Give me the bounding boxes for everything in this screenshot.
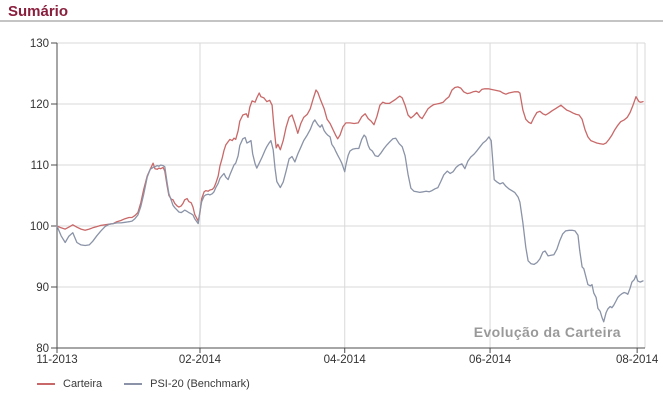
legend-item-psi20: PSI-20 (Benchmark): [124, 378, 250, 390]
chart-annotation: Evolução da Carteira: [473, 324, 621, 340]
legend-label-carteira: Carteira: [63, 378, 103, 390]
carteira-line-swatch: [37, 383, 55, 385]
x-tick-label: 02-2014: [179, 354, 222, 366]
chart-legend: Carteira PSI-20 (Benchmark): [37, 378, 250, 390]
y-tick-label: 90: [36, 282, 49, 294]
x-tick-label: 04-2014: [324, 354, 367, 366]
y-tick-label: 100: [30, 221, 49, 233]
psi20-line-swatch: [124, 383, 143, 385]
legend-label-psi20: PSI-20 (Benchmark): [150, 378, 250, 390]
title-divider: [0, 20, 663, 22]
x-tick-label: 11-2013: [36, 354, 77, 366]
series-line-psi-20-benchmark-: [56, 119, 644, 323]
series-line-carteira: [56, 86, 644, 231]
legend-item-carteira: Carteira: [37, 378, 102, 390]
page-title: Sumário: [8, 3, 69, 20]
y-tick-label: 120: [30, 99, 49, 111]
x-tick-label: 08-2014: [616, 354, 659, 366]
y-tick-label: 130: [30, 38, 49, 50]
y-tick-label: 110: [31, 160, 49, 172]
x-tick-label: 06-2014: [469, 354, 512, 366]
y-tick-label: 80: [36, 343, 49, 355]
